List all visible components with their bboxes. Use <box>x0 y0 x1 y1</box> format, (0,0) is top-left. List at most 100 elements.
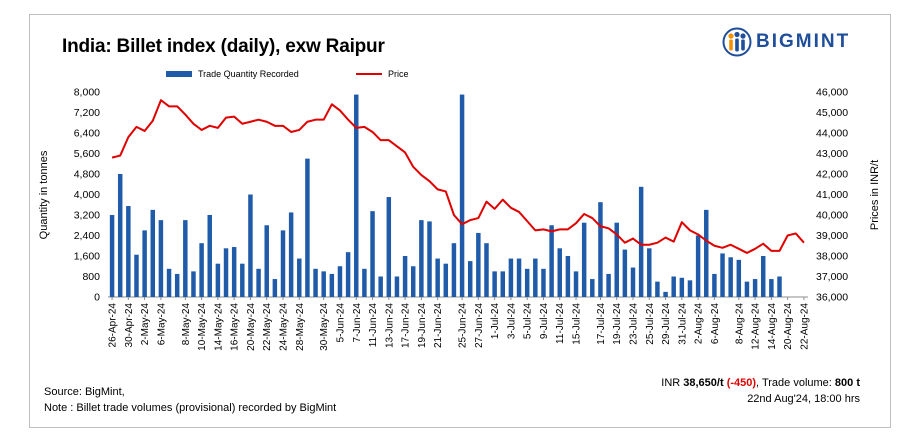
bar <box>687 280 693 297</box>
bar <box>663 291 668 297</box>
x-tick-label: 20-Aug-24 <box>783 303 794 350</box>
y-left-tick-label: 800 <box>82 271 100 283</box>
bar <box>248 194 253 297</box>
bar-series <box>109 94 782 297</box>
bar <box>467 261 473 297</box>
bar <box>117 174 123 297</box>
y-right-tick-label: 40,000 <box>816 210 848 222</box>
bar <box>142 230 147 297</box>
bar <box>655 281 660 297</box>
bar <box>443 263 449 297</box>
bar <box>256 268 261 297</box>
bar <box>777 276 782 297</box>
x-tick-label: 22-May-24 <box>262 303 273 351</box>
x-tick-label: 11-Jun-24 <box>368 303 379 348</box>
bar <box>476 232 481 297</box>
bar <box>150 209 156 297</box>
bar <box>752 279 758 297</box>
bar <box>728 257 733 297</box>
x-tick-label: 1-Jul-24 <box>490 303 501 340</box>
x-tick-label: 19-Jun-24 <box>417 303 428 348</box>
y-right-tick-label: 44,000 <box>816 128 848 140</box>
x-tick-label: 26-Apr-24 <box>108 303 119 348</box>
bar <box>321 271 326 297</box>
y-left-tick-label: 1,600 <box>74 251 100 263</box>
bar <box>549 225 554 297</box>
bar <box>671 276 676 297</box>
bar <box>297 258 302 297</box>
bar <box>736 259 742 297</box>
y-right-tick-label: 41,000 <box>816 189 848 201</box>
x-tick-label: 31-Jul-24 <box>677 303 688 345</box>
bar <box>614 222 619 297</box>
legend-item-bars: Trade Quantity Recorded <box>166 69 299 79</box>
bar <box>386 197 392 297</box>
bar <box>272 279 278 297</box>
bar <box>590 279 595 297</box>
bar <box>362 268 367 297</box>
bar <box>557 248 562 297</box>
legend-label-bars: Trade Quantity Recorded <box>198 69 299 79</box>
x-tick-label: 13-Jun-24 <box>384 303 395 348</box>
y-right-tick-label: 42,000 <box>816 169 848 181</box>
y-right-tick-label: 45,000 <box>816 107 848 119</box>
bar <box>158 220 164 297</box>
x-tick-label: 23-Jul-24 <box>629 303 640 345</box>
y-right-tick-label: 39,000 <box>816 230 848 242</box>
y-axis-right-label: Prices in INR/t <box>869 160 881 230</box>
bar <box>191 271 196 297</box>
y-right-tick-label: 38,000 <box>816 251 848 263</box>
x-tick-label: 2-Aug-24 <box>694 303 705 345</box>
x-tick-label: 9-Jul-24 <box>539 303 550 340</box>
bar <box>508 258 514 297</box>
bar <box>215 263 221 297</box>
x-tick-label: 3-Jul-24 <box>506 303 517 340</box>
note-text: Note : Billet trade volumes (provisional… <box>44 402 337 414</box>
bar <box>744 281 750 297</box>
summary-mid: , Trade volume: <box>756 377 835 389</box>
x-tick-label: 14-May-24 <box>213 303 224 351</box>
bar <box>484 243 489 297</box>
bar <box>126 206 131 297</box>
bar <box>354 94 359 297</box>
y-left-tick-label: 2,400 <box>74 230 100 242</box>
bar <box>402 256 408 297</box>
x-tick-label: 30-May-24 <box>319 303 330 351</box>
bar <box>533 258 538 297</box>
bar <box>516 258 522 297</box>
bar <box>109 215 115 297</box>
x-tick-label: 12-Aug-24 <box>751 303 762 350</box>
summary-volume: 800 t <box>834 377 860 389</box>
bar <box>647 248 652 297</box>
x-tick-label: 29-Jul-24 <box>661 303 672 345</box>
bar <box>565 256 571 297</box>
x-tick-label: 7-Jun-24 <box>352 303 363 343</box>
bar <box>606 273 611 297</box>
bar <box>459 94 465 297</box>
x-tick-label: 5-Jul-24 <box>523 303 534 340</box>
source-text: Source: BigMint, <box>44 386 125 398</box>
bar <box>183 220 188 297</box>
y-left-tick-label: 4,800 <box>74 169 100 181</box>
price-line <box>111 99 805 254</box>
bar <box>541 268 546 297</box>
bar <box>231 247 237 297</box>
x-tick-label: 25-Jul-24 <box>645 303 656 345</box>
price-summary: INR 38,650/t (-450), Trade volume: 800 t… <box>661 375 860 407</box>
bar <box>288 212 294 297</box>
bar <box>427 221 432 297</box>
x-tick-label: 20-May-24 <box>246 303 257 351</box>
bar <box>240 263 245 297</box>
bar <box>264 225 269 297</box>
summary-date: 22nd Aug'24, 18:00 hrs <box>747 393 860 405</box>
y-right-tick-label: 43,000 <box>816 148 848 160</box>
x-tick-label: 24-May-24 <box>279 303 290 351</box>
bar <box>704 209 709 297</box>
bar <box>280 230 286 297</box>
bar <box>345 252 351 297</box>
bar <box>305 158 310 297</box>
price-line-series <box>111 99 805 254</box>
bar <box>695 235 701 297</box>
y-right-tick-label: 46,000 <box>816 87 848 99</box>
